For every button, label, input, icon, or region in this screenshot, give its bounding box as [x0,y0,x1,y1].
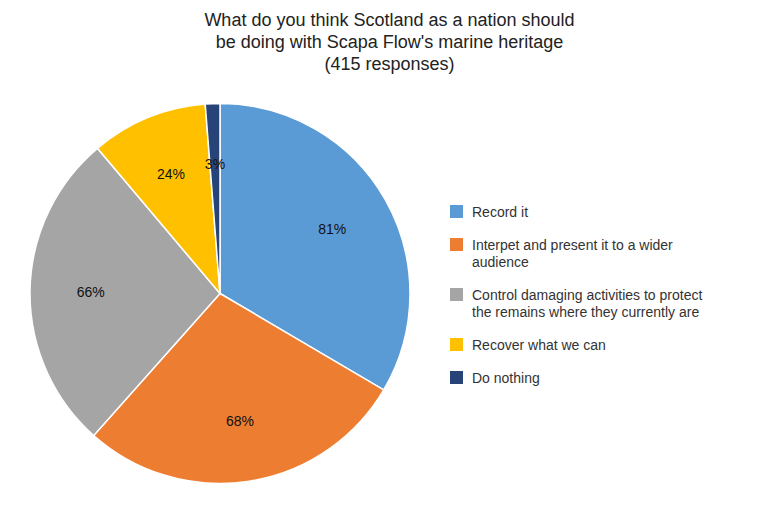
data-labels: 81% 68% 66% 24% 3% [77,156,346,429]
chart: What do you think Scotland as a nation s… [0,0,779,505]
legend-label: Control damaging activities to protectth… [472,287,702,320]
data-label: 3% [205,156,225,172]
legend-label: Do nothing [472,370,540,386]
legend-swatch [450,238,463,251]
pie-slice [205,104,220,294]
legend-label: Interpet and present it to a wideraudien… [472,237,673,270]
data-label: 66% [77,284,105,300]
legend-swatch [450,338,463,351]
pie [30,104,410,484]
legend-label: Recover what we can [472,337,606,353]
title: What do you think Scotland as a nation s… [204,10,574,74]
legend-swatch [450,205,463,218]
data-label: 68% [226,413,254,429]
data-label: 24% [157,166,185,182]
legend-swatch [450,371,463,384]
chart-container: What do you think Scotland as a nation s… [0,0,779,505]
data-label: 81% [318,221,346,237]
legend-swatch [450,288,463,301]
pie-slice [97,104,220,293]
legend-label: Record it [472,204,528,220]
legend: Record it Interpet and present it to a wi… [450,204,702,386]
